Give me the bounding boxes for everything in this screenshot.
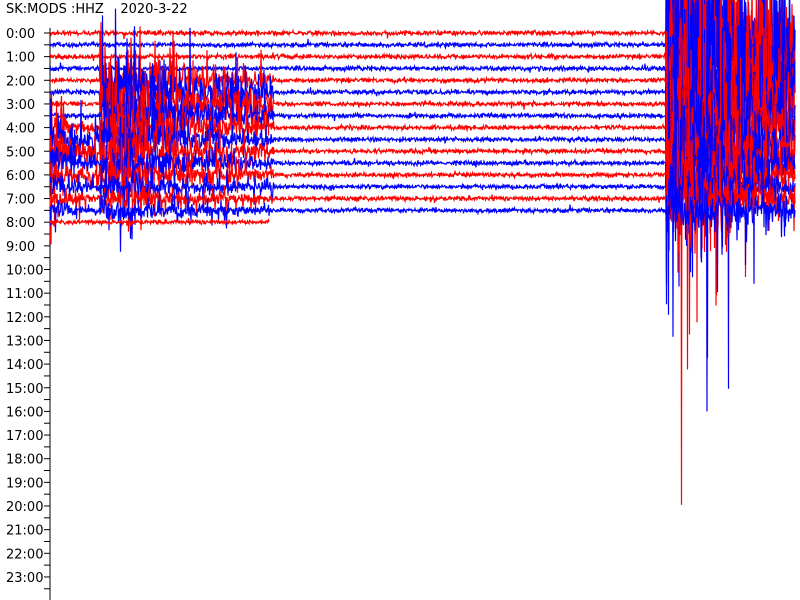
hour-label: 19:00: [6, 476, 43, 491]
trace-row-8-00: [49, 217, 270, 228]
hour-label: 22:00: [6, 547, 43, 562]
hour-label: 8:00: [6, 216, 35, 231]
hour-label: 18:00: [6, 453, 43, 468]
hour-label: 23:00: [6, 571, 43, 586]
hour-label: 12:00: [6, 311, 43, 326]
hour-label: 14:00: [6, 358, 43, 373]
hour-label: 7:00: [6, 193, 35, 208]
hour-label: 17:00: [6, 429, 43, 444]
hour-label: 9:00: [6, 240, 35, 255]
traces: [49, 0, 796, 505]
hour-label: 10:00: [6, 264, 43, 279]
hour-label: 21:00: [6, 524, 43, 539]
hour-label: 2:00: [6, 74, 35, 89]
trace-row-5-00: [49, 79, 796, 273]
hour-label: 15:00: [6, 382, 43, 397]
hour-label: 3:00: [6, 98, 35, 113]
hour-label: 6:00: [6, 169, 35, 184]
hour-label: 16:00: [6, 405, 43, 420]
hour-label: 20:00: [6, 500, 43, 515]
hour-label: 0:00: [6, 27, 35, 42]
hour-label: 4:00: [6, 122, 35, 137]
chart-title: SK:MODS :HHZ 2020-3-22: [6, 2, 188, 17]
trace-row-3-00: [49, 0, 796, 296]
trace-row-7-30: [49, 142, 796, 255]
hour-label: 11:00: [6, 287, 43, 302]
hour-label: 1:00: [6, 51, 35, 66]
y-axis: 0:00 1:00 2:00 3:00 4:00 5:00 6:00 7:00 8:00 9:00…: [6, 27, 51, 600]
hour-label: 5:00: [6, 145, 35, 160]
hour-label: 13:00: [6, 334, 43, 349]
